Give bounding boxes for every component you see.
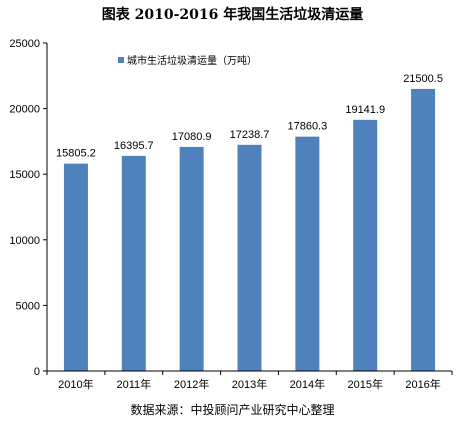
legend: 城市生活垃圾清运量（万吨） — [118, 54, 257, 67]
x-tick-label: 2011年 — [116, 377, 151, 391]
legend-swatch — [118, 57, 124, 63]
y-axis: 0 5000 10000 15000 20000 25000 — [9, 38, 47, 378]
bar — [63, 163, 88, 371]
bars — [63, 88, 436, 371]
y-tick-label: 25000 — [9, 38, 40, 50]
y-tick-label: 15000 — [9, 169, 40, 181]
x-tick-label: 2014年 — [290, 377, 325, 391]
data-label: 16395.7 — [114, 140, 154, 152]
y-tick-label: 20000 — [9, 104, 40, 116]
bar — [411, 88, 436, 371]
x-tick-label: 2016年 — [405, 377, 440, 391]
bar — [295, 136, 320, 371]
bar — [353, 119, 378, 371]
axis-lines — [46, 43, 452, 372]
data-label: 19141.9 — [345, 104, 385, 116]
legend-label: 城市生活垃圾清运量（万吨） — [127, 54, 257, 67]
data-label: 17860.3 — [287, 121, 327, 133]
y-tick-label: 10000 — [9, 235, 40, 247]
data-labels: 15805.2 16395.7 17080.9 17238.7 17860.3 19141… — [56, 73, 443, 160]
bar — [237, 144, 262, 371]
chart-title: 图表 2010-2016 年我国生活垃圾清运量 — [101, 7, 364, 23]
bar — [121, 155, 146, 371]
x-axis: 2010年 2011年 2012年 2013年 2014年 2015年 2016年 — [46, 371, 453, 391]
data-label: 17238.7 — [230, 129, 270, 141]
x-tick-label: 2013年 — [232, 377, 267, 391]
x-tick-label: 2015年 — [347, 377, 382, 391]
bar — [179, 146, 204, 371]
data-label: 21500.5 — [403, 73, 443, 85]
y-tick-label: 5000 — [16, 300, 40, 312]
data-label: 17080.9 — [172, 131, 212, 143]
data-source-note: 数据来源：中投顾问产业研究中心整理 — [130, 403, 335, 417]
x-tick-label: 2012年 — [174, 377, 209, 391]
data-label: 15805.2 — [56, 148, 96, 160]
y-tick-label: 0 — [34, 366, 40, 378]
x-tick-label: 2010年 — [58, 377, 93, 391]
